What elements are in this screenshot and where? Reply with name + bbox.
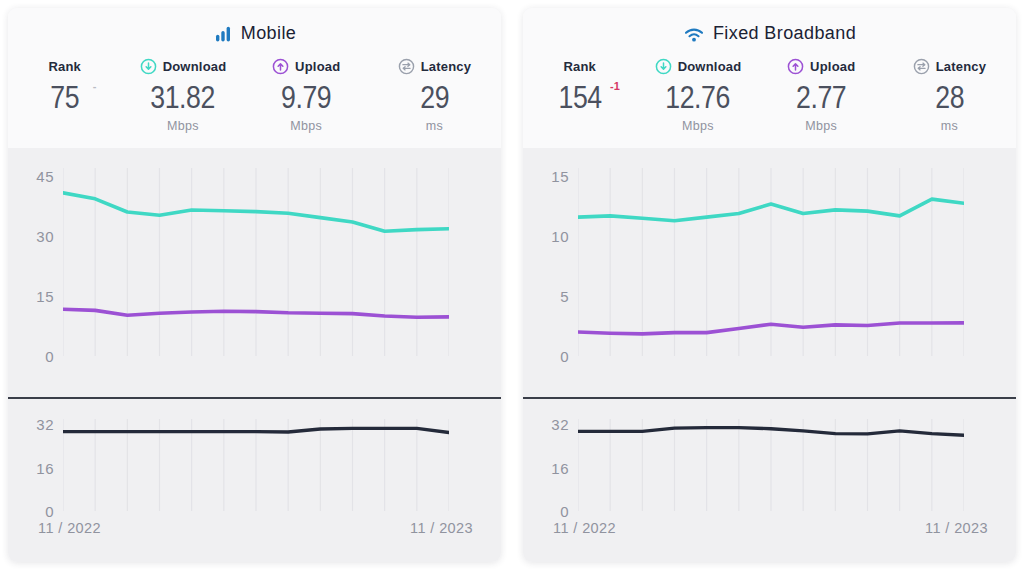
mobile-stats-row: Rank 75 - (8, 57, 501, 134)
x-axis-start-label: 11 / 2022 (553, 520, 616, 536)
y-tick-label: 16 (551, 459, 569, 476)
x-axis-labels: 11 / 2022 11 / 2023 (38, 520, 473, 536)
upload-unit: Mbps (290, 119, 322, 134)
y-tick-label: 32 (551, 416, 569, 433)
y-tick-label: 10 (551, 228, 569, 245)
mobile-card: Mobile Rank 75 - (8, 8, 501, 562)
y-axis-ticks: 32160 (531, 419, 569, 511)
rank-delta-badge: -1 (610, 81, 620, 92)
chart-svg (63, 168, 449, 356)
y-tick-label: 30 (36, 228, 54, 245)
chart-divider (8, 397, 501, 399)
fixed-latency-stat: Latency 28 ms (883, 57, 1016, 134)
mobile-speed-plot[interactable] (63, 168, 449, 356)
latency-arrows-icon (398, 58, 415, 75)
rank-delta-badge: - (93, 81, 97, 92)
fixed-card-header: Fixed Broadband Rank 154 -1 (523, 8, 1016, 148)
download-unit: Mbps (682, 119, 714, 134)
fixed-card-title-row: Fixed Broadband (523, 23, 1016, 44)
fixed-rank-stat: Rank 154 -1 (523, 57, 636, 134)
y-tick-label: 45 (36, 168, 54, 185)
fixed-download-stat: Download 12.76 Mbps (636, 57, 759, 134)
download-label: Download (678, 59, 742, 74)
upload-unit: Mbps (805, 119, 837, 134)
chart-svg (63, 419, 449, 511)
latency-label: Latency (421, 59, 472, 74)
rank-value: 154 -1 (555, 80, 605, 116)
y-tick-label: 0 (45, 503, 54, 520)
wifi-icon (683, 24, 705, 44)
download-unit: Mbps (167, 119, 199, 134)
mobile-signal-bars-icon (213, 24, 233, 44)
mobile-rank-stat: Rank 75 - (8, 57, 121, 134)
mobile-download-stat: Download 31.82 Mbps (121, 57, 244, 134)
y-tick-label: 0 (560, 503, 569, 520)
download-value: 31.82 (145, 80, 220, 116)
y-tick-label: 0 (560, 348, 569, 365)
chart-svg (578, 419, 964, 511)
y-tick-label: 16 (36, 459, 54, 476)
rank-label: Rank (563, 59, 596, 74)
upload-label: Upload (810, 59, 855, 74)
upload-label: Upload (295, 59, 340, 74)
x-axis-end-label: 11 / 2023 (410, 520, 473, 536)
x-axis-labels: 11 / 2022 11 / 2023 (553, 520, 988, 536)
mobile-upload-stat: Upload 9.79 Mbps (245, 57, 368, 134)
fixed-speed-plot[interactable] (578, 168, 964, 356)
page-title-mobile: Mobile (241, 23, 296, 44)
mobile-speed-chart[interactable]: 4530150 (63, 168, 449, 356)
x-axis-end-label: 11 / 2023 (925, 520, 988, 536)
mobile-chart-zone: 4530150 32160 11 / 2022 11 / 2023 (8, 148, 501, 562)
speedtest-comparison-dashboard: Mobile Rank 75 - (0, 0, 1024, 570)
y-tick-label: 15 (551, 168, 569, 185)
y-tick-label: 0 (45, 348, 54, 365)
download-label: Download (163, 59, 227, 74)
fixed-broadband-card: Fixed Broadband Rank 154 -1 (523, 8, 1016, 562)
mobile-latency-stat: Latency 29 ms (368, 57, 501, 134)
latency-unit: ms (426, 119, 443, 134)
mobile-latency-plot[interactable] (63, 419, 449, 511)
latency-value: 29 (418, 80, 451, 116)
mobile-card-header: Mobile Rank 75 - (8, 8, 501, 148)
fixed-stats-row: Rank 154 -1 (523, 57, 1016, 134)
download-value: 12.76 (660, 80, 735, 116)
y-axis-ticks: 151050 (531, 168, 569, 356)
fixed-latency-plot[interactable] (578, 419, 964, 511)
fixed-chart-zone: 151050 32160 11 / 2022 11 / 2023 (523, 148, 1016, 562)
rank-value: 75 - (48, 80, 81, 116)
fixed-speed-chart[interactable]: 151050 (578, 168, 964, 356)
fixed-upload-stat: Upload 2.77 Mbps (760, 57, 883, 134)
mobile-card-title-row: Mobile (8, 23, 501, 44)
upload-value: 2.77 (792, 80, 850, 116)
download-arrow-icon (655, 58, 672, 75)
y-tick-label: 5 (560, 288, 569, 305)
upload-arrow-icon (787, 58, 804, 75)
upload-value: 9.79 (277, 80, 335, 116)
chart-divider (523, 397, 1016, 399)
upload-arrow-icon (272, 58, 289, 75)
x-axis-start-label: 11 / 2022 (38, 520, 101, 536)
fixed-latency-chart[interactable]: 32160 (578, 419, 964, 511)
y-axis-ticks: 32160 (16, 419, 54, 511)
latency-arrows-icon (913, 58, 930, 75)
y-tick-label: 15 (36, 288, 54, 305)
latency-unit: ms (941, 119, 958, 134)
latency-value: 28 (933, 80, 966, 116)
page-title-fixed: Fixed Broadband (713, 23, 856, 44)
mobile-latency-chart[interactable]: 32160 (63, 419, 449, 511)
y-axis-ticks: 4530150 (16, 168, 54, 356)
latency-label: Latency (936, 59, 987, 74)
rank-label: Rank (48, 59, 81, 74)
y-tick-label: 32 (36, 416, 54, 433)
download-arrow-icon (140, 58, 157, 75)
chart-svg (578, 168, 964, 356)
